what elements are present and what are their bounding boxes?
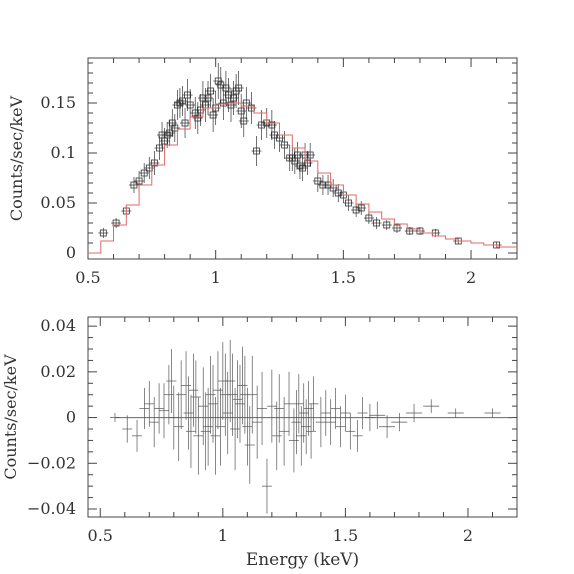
y-tick-label: 0.02 — [40, 362, 76, 381]
x-tick-label: 1.5 — [331, 268, 356, 287]
data-point — [314, 177, 322, 185]
y-tick-label: 0 — [66, 243, 76, 262]
data-point — [406, 227, 414, 235]
data-point — [237, 107, 245, 115]
data-point — [166, 129, 174, 137]
x-tick-label: 2 — [463, 526, 473, 545]
data-point — [383, 221, 391, 229]
plot-frame — [87, 57, 518, 260]
data-point — [194, 114, 202, 122]
data-point — [99, 229, 107, 237]
data-point — [357, 204, 365, 212]
data-point — [179, 97, 186, 105]
x-tick-label: 1 — [218, 526, 228, 545]
data-point — [168, 119, 176, 127]
data-point — [299, 164, 306, 172]
data-point — [186, 101, 194, 109]
data-point — [176, 99, 184, 107]
data-point — [207, 87, 214, 95]
data-point — [352, 206, 360, 214]
data-point — [135, 177, 143, 185]
data-point — [204, 94, 212, 102]
y-tick-label: 0.05 — [40, 193, 76, 212]
plot-frame — [87, 316, 518, 518]
x-tick-label: 2 — [466, 268, 476, 287]
data-point — [171, 124, 179, 132]
data-point — [365, 214, 373, 222]
data-point — [306, 151, 314, 159]
data-point — [393, 224, 401, 232]
data-point — [268, 121, 276, 129]
x-tick-label: 1 — [211, 268, 221, 287]
y-tick-label: −0.02 — [27, 453, 76, 472]
data-point — [258, 121, 266, 129]
data-point — [181, 119, 189, 127]
data-point — [334, 189, 342, 197]
x-axis-label: Energy (keV) — [246, 550, 359, 570]
x-tick-label: 0.5 — [88, 526, 113, 545]
y-tick-label: −0.04 — [27, 499, 76, 518]
data-point — [209, 111, 217, 119]
data-point — [235, 84, 243, 92]
data-point — [173, 101, 181, 109]
data-point — [345, 199, 352, 207]
data-point — [296, 162, 304, 170]
y-tick-label: 0 — [66, 408, 76, 427]
y-tick-label: 0.1 — [51, 143, 76, 162]
x-tick-label: 1.5 — [333, 526, 358, 545]
data-point — [230, 94, 237, 102]
y-tick-label: 0.15 — [40, 93, 76, 112]
y-axis-label: Counts/sec/keV — [1, 354, 20, 480]
data-point — [227, 101, 235, 109]
model-curve — [88, 102, 517, 254]
data-point — [140, 169, 148, 177]
spectrum-panel: 0.5 1 1.5 2 0 0.05 0.1 0.15 Counts/sec/keV — [7, 57, 518, 287]
y-axis-label: Counts/sec/keV — [7, 95, 26, 221]
data-point — [240, 117, 248, 125]
y-tick-label: 0.04 — [40, 316, 76, 335]
x-tick-label: 0.5 — [75, 268, 100, 287]
data-point — [163, 131, 171, 139]
data-point — [416, 227, 424, 235]
data-point — [184, 91, 191, 99]
data-point — [156, 144, 163, 152]
data-point — [304, 159, 312, 167]
data-point — [130, 181, 138, 189]
data-point — [214, 77, 222, 85]
residual-panel: 0.5 1 1.5 2 −0.04 −0.02 0 0.02 0.04 Counts/sec/ke… — [1, 316, 518, 570]
data-point — [112, 219, 120, 227]
data-point — [222, 84, 230, 92]
data-point — [281, 141, 289, 149]
data-point — [219, 99, 227, 107]
data-point — [150, 159, 158, 167]
data-point — [253, 147, 260, 155]
data-point — [373, 219, 380, 227]
